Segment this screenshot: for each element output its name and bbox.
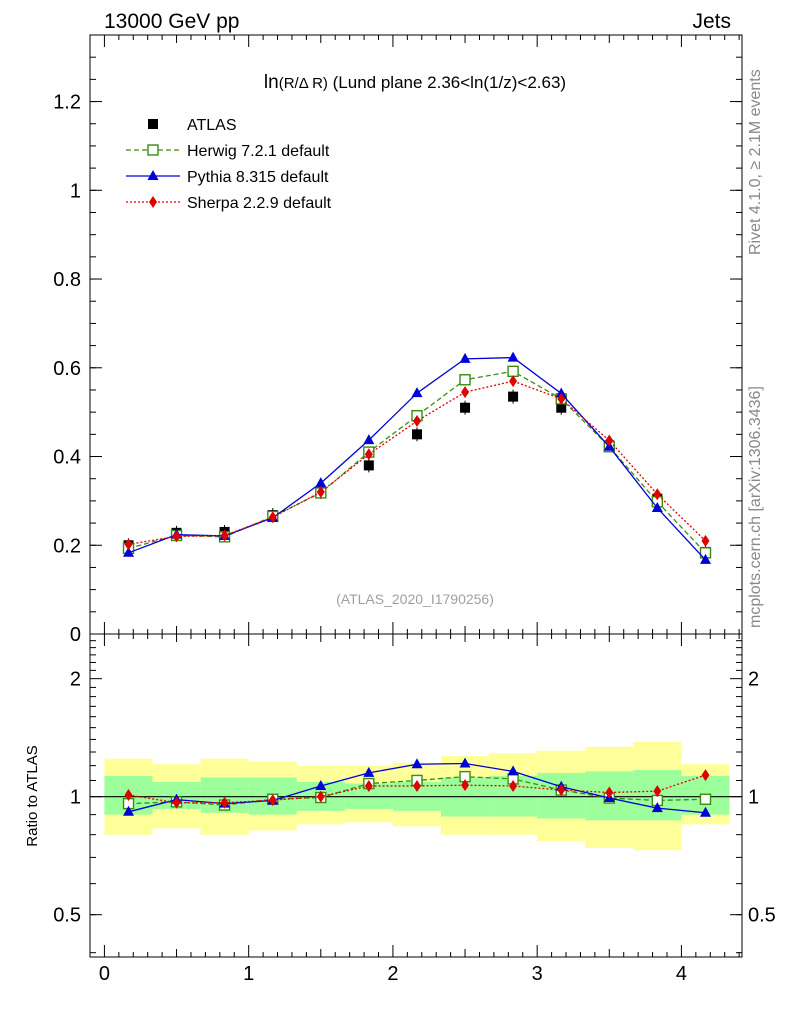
- main-atlas-point: [556, 402, 567, 413]
- main-pythia-point: [315, 477, 327, 488]
- main-pythia-point: [507, 351, 519, 362]
- ratio-pythia-point: [363, 766, 375, 777]
- main-herwig-point: [459, 374, 471, 386]
- main-y-tick-label: 1.2: [53, 92, 81, 114]
- main-title: ln(R/Δ R) (Lund plane 2.36<ln(1/z)<2.63): [264, 72, 566, 93]
- ratio-x-tick-label: 4: [676, 963, 687, 985]
- header-jets-label: Jets: [692, 10, 731, 33]
- ratio-pythia-point: [651, 802, 663, 813]
- legend-sherpa-marker: [149, 196, 157, 208]
- main-pythia-point: [411, 387, 423, 398]
- main-sherpa-point: [316, 486, 325, 499]
- ratio-pythia-point: [700, 806, 712, 817]
- main-sherpa-point: [172, 530, 181, 543]
- main-atlas-point: [508, 391, 519, 402]
- main-sherpa-point: [124, 538, 133, 551]
- main-atlas-point: [460, 402, 471, 413]
- ratio-sherpa-point: [268, 794, 277, 807]
- ratio-sherpa-point: [220, 796, 229, 809]
- ratio-sherpa-point: [413, 779, 422, 792]
- main-pythia-point: [459, 352, 471, 363]
- ratio-frame: [89, 633, 743, 958]
- ratio-x-tick-label: 0: [99, 963, 110, 985]
- main-y-tick-label: 0.2: [53, 535, 81, 557]
- main-sherpa-point: [605, 434, 614, 447]
- ratio-pythia-point: [411, 758, 423, 769]
- main-pythia-point: [651, 501, 663, 512]
- ratio-sherpa-point: [172, 796, 181, 809]
- main-pythia-point: [700, 553, 712, 564]
- ratio-pythia-point: [459, 757, 471, 768]
- main-y-tick-label: 0.4: [53, 447, 81, 469]
- ratio-pythia-point: [315, 779, 327, 790]
- main-sherpa-point: [268, 511, 277, 524]
- title-ratio: (R/Δ R): [279, 75, 328, 92]
- ratio-pythia-point: [507, 765, 519, 776]
- ratio-y-tick-label-right: 1: [748, 787, 759, 809]
- main-atlas-point: [412, 429, 423, 440]
- ratio-x-tick-label: 2: [387, 963, 398, 985]
- ratio-y-tick-label-left: 0.5: [53, 905, 81, 927]
- ratio-sherpa-point: [364, 779, 373, 792]
- ratio-sherpa-point: [124, 788, 133, 801]
- ratio-x-tick-label: 3: [532, 963, 543, 985]
- main-sherpa-point: [364, 448, 373, 461]
- title-ln: ln: [264, 72, 279, 93]
- legend-herwig-label: Herwig 7.2.1 default: [187, 143, 330, 160]
- ratio-sherpa-point: [605, 786, 614, 799]
- legend-pythia-label: Pythia 8.315 default: [187, 169, 329, 186]
- main-sherpa-point: [461, 386, 470, 399]
- analysis-id-watermark: (ATLAS_2020_I1790256): [336, 591, 494, 607]
- main-pythia-point: [363, 434, 375, 445]
- ratio-herwig-point: [699, 793, 712, 805]
- ratio-sherpa-point: [701, 769, 710, 782]
- main-plot-panel: 0 0.2 0.4 0.6 0.8 1 1.2 ln(R/Δ R) (Lund plane 2…: [53, 34, 743, 646]
- main-pythia-point: [555, 387, 567, 398]
- ratio-x-tick-label: 1: [243, 963, 254, 985]
- main-sherpa-point: [413, 415, 422, 428]
- main-sherpa-point: [557, 392, 566, 405]
- legend-atlas-label: ATLAS: [187, 117, 237, 134]
- ratio-sherpa-point: [509, 779, 518, 792]
- ratio-y-tick-label-left: 1: [70, 787, 81, 809]
- title-lund: (Lund plane 2.36<ln(1/z)<2.63): [328, 73, 566, 92]
- ratio-plot-panel: 0.5 0.5 1 1 2 2 0 1 2 3 4 Ratio to ATLAS: [24, 633, 776, 985]
- ratio-y-axis-label: Ratio to ATLAS: [24, 745, 41, 846]
- legend-pythia-marker: [147, 170, 159, 180]
- main-herwig-point: [507, 365, 519, 378]
- main-atlas-point: [363, 460, 374, 471]
- ratio-sherpa-point: [557, 784, 566, 797]
- ratio-sherpa-point: [461, 779, 470, 792]
- main-y-tick-label: 0: [70, 624, 81, 646]
- main-sherpa-point: [220, 529, 229, 542]
- main-y-tick-label: 0.6: [53, 358, 81, 380]
- main-sherpa-point: [701, 534, 710, 547]
- legend-herwig-marker: [147, 144, 159, 156]
- main-sherpa-line: [128, 380, 706, 546]
- main-pythia-point: [123, 546, 135, 557]
- main-y-tick-label: 1: [70, 180, 81, 202]
- legend-sherpa-label: Sherpa 2.2.9 default: [187, 195, 332, 212]
- main-y-tick-label: 0.8: [53, 269, 81, 291]
- legend-atlas-marker: [148, 119, 158, 129]
- ratio-y-tick-label-right: 2: [748, 669, 759, 691]
- ratio-y-tick-label-left: 2: [70, 669, 81, 691]
- ratio-sherpa-point: [316, 790, 325, 803]
- main-herwig-line: [128, 370, 706, 554]
- ratio-pythia-point: [123, 805, 135, 816]
- header-energy-label: 13000 GeV pp: [104, 10, 239, 33]
- ratio-sherpa-point: [653, 785, 662, 798]
- main-sherpa-point: [509, 375, 518, 388]
- rivet-version-label: Rivet 4.1.0, ≥ 2.1M events: [747, 69, 764, 255]
- main-sherpa-point: [653, 488, 662, 501]
- mcplots-reference-label: mcplots.cern.ch [arXiv:1306.3436]: [747, 386, 764, 628]
- ratio-y-tick-label-right: 0.5: [748, 905, 776, 927]
